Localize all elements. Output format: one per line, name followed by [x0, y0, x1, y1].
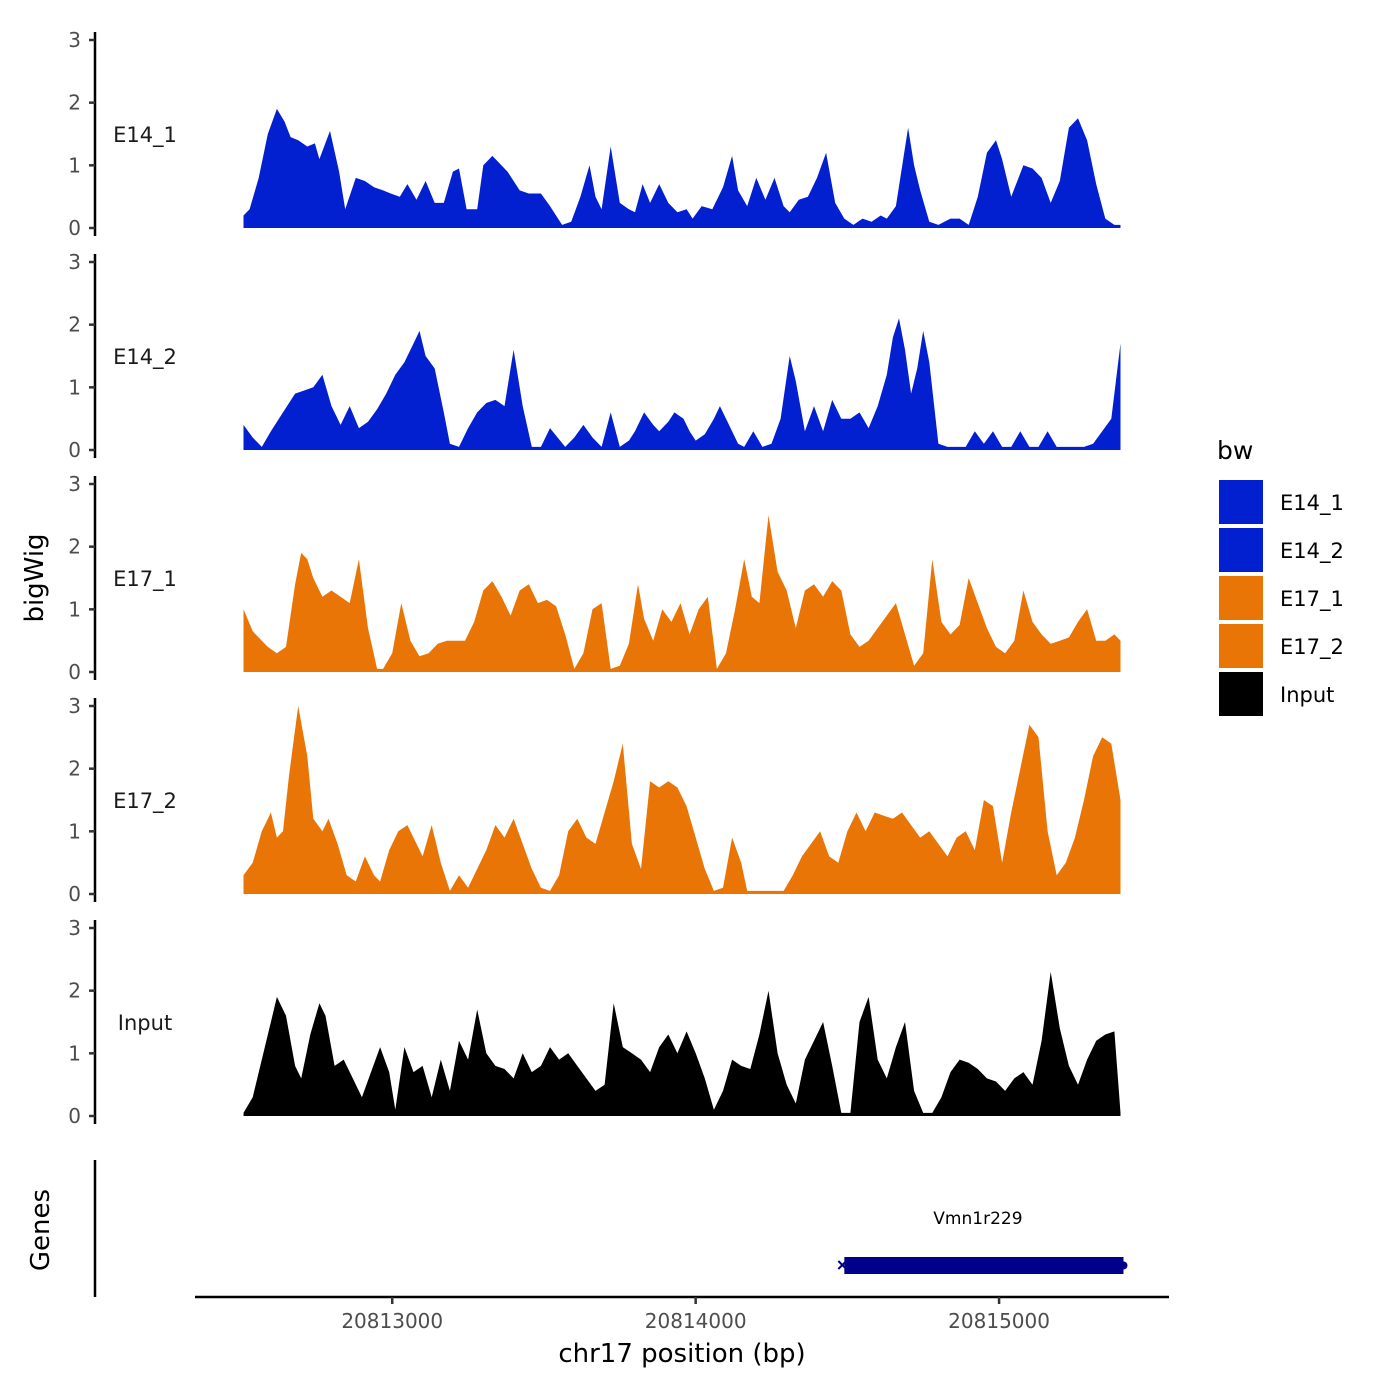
- y-tick-label: 2: [68, 535, 81, 559]
- legend-swatch: [1219, 528, 1263, 572]
- track-label: E14_2: [113, 345, 177, 370]
- legend-entry-E14_1: E14_1: [1219, 480, 1344, 524]
- track-label: E14_1: [113, 123, 177, 148]
- x-tick-label: 20815000: [948, 1309, 1050, 1333]
- legend-entry-Input: Input: [1219, 672, 1334, 716]
- track-label: Input: [118, 1011, 172, 1035]
- legend-entry-E17_1: E17_1: [1219, 576, 1344, 620]
- area-E14_2: [243, 318, 1121, 450]
- gene-body: [844, 1257, 1124, 1274]
- legend-swatch: [1219, 624, 1263, 668]
- y-tick-label: 0: [68, 1104, 81, 1128]
- gene-start-mark: [837, 1260, 848, 1270]
- y-tick-label: 1: [68, 819, 81, 843]
- y-tick-label: 0: [68, 882, 81, 906]
- legend-label: Input: [1280, 683, 1334, 707]
- legend-label: E17_2: [1280, 635, 1344, 660]
- track-E17_1: 0 1 2 3 E17_1: [68, 472, 1121, 684]
- track-E17_2: 0 1 2 3 E17_2: [68, 694, 1121, 906]
- y-tick-label: 3: [68, 472, 81, 496]
- y-tick-label: 2: [68, 757, 81, 781]
- y-tick-label: 1: [68, 375, 81, 399]
- area-E17_1: [243, 515, 1121, 672]
- x-tick-label: 20814000: [645, 1309, 747, 1333]
- y-tick-label: 2: [68, 313, 81, 337]
- area-Input: [243, 971, 1121, 1116]
- y-tick-label: 3: [68, 694, 81, 718]
- x-tick-label: 20813000: [341, 1309, 443, 1333]
- legend-label: E14_2: [1280, 539, 1344, 564]
- legend-swatch: [1219, 480, 1263, 524]
- legend-entry-E17_2: E17_2: [1219, 624, 1344, 668]
- track-label: E17_1: [113, 567, 177, 592]
- y-tick-label: 2: [68, 91, 81, 115]
- area-E17_2: [243, 706, 1121, 894]
- y-tick-label: 3: [68, 250, 81, 274]
- y-tick-label: 0: [68, 216, 81, 240]
- track-E14_1: 0 1 2 3 E14_1: [68, 28, 1121, 240]
- legend-label: E14_1: [1280, 491, 1344, 516]
- legend-title: bw: [1217, 436, 1253, 465]
- y-tick-label: 1: [68, 1041, 81, 1065]
- y-tick-label: 0: [68, 660, 81, 684]
- y-tick-label: 3: [68, 28, 81, 52]
- track-label: E17_2: [113, 789, 177, 814]
- legend-swatch: [1219, 576, 1263, 620]
- y-tick-label: 1: [68, 597, 81, 621]
- gene-panel: Vmn1r229: [93, 1160, 1128, 1297]
- y-tick-label: 1: [68, 153, 81, 177]
- legend-swatch: [1219, 672, 1263, 716]
- x-axis-title: chr17 position (bp): [558, 1339, 805, 1369]
- genes-panel-title: Genes: [26, 1189, 56, 1271]
- legend-label: E17_1: [1280, 587, 1344, 612]
- bigwig-tracks: 0 1 2 3 E14_1 0 1 2 3 E14_2 0 1 2 3 E17_1 0 1 2 3 E17_2 0 1 2 3…: [68, 28, 1121, 1128]
- track-E14_2: 0 1 2 3 E14_2: [68, 250, 1121, 462]
- track-Input: 0 1 2 3 Input: [68, 916, 1121, 1128]
- legend: bw E14_1 E14_2 E17_1 E17_2 Input: [1217, 436, 1344, 716]
- y-axis-title: bigWig: [20, 533, 50, 622]
- y-tick-label: 2: [68, 979, 81, 1003]
- y-tick-label: 3: [68, 916, 81, 940]
- gene-end-mark: [1119, 1261, 1128, 1270]
- gene-Vmn1r229: Vmn1r229: [837, 1209, 1128, 1274]
- x-axis: 20813000 20814000 20815000: [195, 1295, 1169, 1333]
- area-E14_1: [243, 108, 1121, 228]
- legend-entry-E14_2: E14_2: [1219, 528, 1344, 572]
- y-tick-label: 0: [68, 438, 81, 462]
- gene-label: Vmn1r229: [933, 1209, 1022, 1229]
